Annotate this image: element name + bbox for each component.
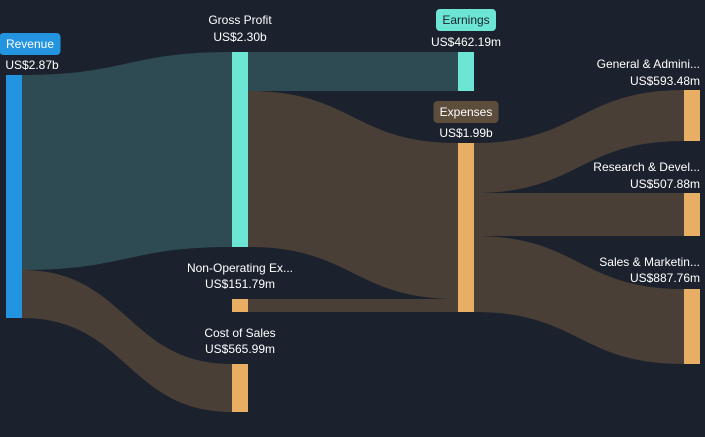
node-g_and_a [684, 90, 700, 141]
link-revenue-to-cost_of_sales [22, 270, 232, 412]
node-non_operating [232, 299, 248, 312]
sankey-labels: Revenue US$2.87b Gross Profit US$2.30b Cost … [0, 9, 700, 356]
link-expenses-to-g_and_a [474, 90, 684, 193]
node-value-r_and_d: US$507.88m [630, 177, 700, 191]
link-revenue-to-gross_profit [22, 52, 232, 270]
node-value-g_and_a: US$593.48m [630, 74, 700, 88]
node-label-gross_profit: Gross Profit [208, 13, 272, 27]
sankey-links [22, 52, 684, 412]
link-expenses-to-s_and_m [474, 236, 684, 364]
node-earnings [458, 52, 474, 91]
node-value-expenses: US$1.99b [439, 126, 493, 140]
node-value-earnings: US$462.19m [431, 35, 501, 49]
node-label-non_operating: Non-Operating Ex... [187, 261, 293, 275]
node-label-r_and_d: Research & Devel... [593, 160, 700, 174]
node-s_and_m [684, 289, 700, 364]
node-label-s_and_m: Sales & Marketin... [599, 255, 700, 269]
sankey-nodes [6, 52, 700, 412]
node-label-earnings: Earnings [442, 13, 489, 27]
link-expenses-to-r_and_d [474, 193, 684, 236]
node-label-g_and_a: General & Admini... [597, 57, 700, 71]
node-revenue [6, 75, 22, 318]
node-r_and_d [684, 193, 700, 236]
link-non_operating-to-expenses [248, 299, 458, 312]
node-label-cost_of_sales: Cost of Sales [204, 326, 275, 340]
node-value-cost_of_sales: US$565.99m [205, 342, 275, 356]
link-gross_profit-to-earnings [248, 52, 458, 91]
link-gross_profit-to-expenses [248, 91, 458, 299]
node-value-revenue: US$2.87b [5, 58, 59, 72]
node-cost_of_sales [232, 364, 248, 412]
node-value-gross_profit: US$2.30b [213, 30, 267, 44]
node-value-s_and_m: US$887.76m [630, 271, 700, 285]
node-expenses [458, 143, 474, 312]
node-label-expenses: Expenses [440, 105, 493, 119]
node-value-non_operating: US$151.79m [205, 277, 275, 291]
pill-revenue [0, 33, 61, 55]
pill-earnings [436, 9, 496, 31]
node-gross_profit [232, 52, 248, 247]
node-label-revenue: Revenue [6, 37, 54, 51]
pill-expenses [433, 101, 499, 123]
